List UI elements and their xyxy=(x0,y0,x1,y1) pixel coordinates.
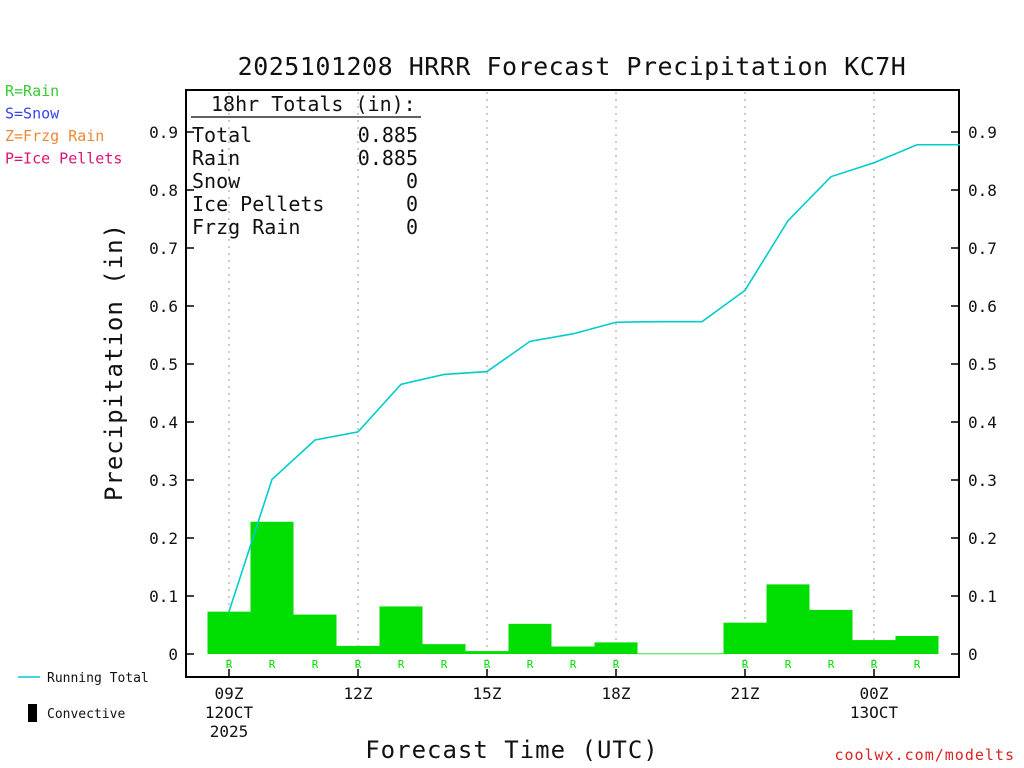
rain-bar-13 xyxy=(766,584,810,654)
y-tick-label-left-4: 0.4 xyxy=(149,413,178,432)
y-axis-ticks: 0 00.1 0.10.2 0.20.3 0.30.4 0.40.5 0.50.6 0.60.… xyxy=(149,123,997,664)
type-legend-1: S=Snow xyxy=(5,105,60,123)
rain-flag-14: R xyxy=(828,658,835,671)
rain-bar-11 xyxy=(680,653,724,655)
totals-value-4: 0 xyxy=(406,215,418,239)
rain-bar-5 xyxy=(422,644,466,654)
rain-flag-3: R xyxy=(355,658,362,671)
rain-flag-6: R xyxy=(484,658,491,671)
y-tick-label-right-3: 0.3 xyxy=(968,471,997,490)
x-tick-label-2-0: 15Z xyxy=(473,684,502,703)
totals-label-3: Ice Pellets xyxy=(192,192,324,216)
series-legend: Running Total Convective xyxy=(18,671,149,722)
rain-flag-12: R xyxy=(742,658,749,671)
rain-flag-7: R xyxy=(527,658,534,671)
rain-flag-0: R xyxy=(226,658,233,671)
rain-bar-14 xyxy=(809,609,853,654)
y-tick-label-left-1: 0.1 xyxy=(149,587,178,606)
rain-bar-12 xyxy=(723,622,767,654)
source-credit: coolwx.com/modelts xyxy=(834,746,1015,764)
x-axis-label: Forecast Time (UTC) xyxy=(365,736,659,764)
x-tick-label-0-2: 2025 xyxy=(210,722,249,741)
rain-flag-4: R xyxy=(398,658,405,671)
totals-table: 18hr Totals (in): Total 0.885 Rain 0.885 Sno… xyxy=(191,92,421,239)
x-tick-label-0-0: 09Z xyxy=(215,684,244,703)
y-tick-label-right-6: 0.6 xyxy=(968,297,997,316)
running-total-legend-label: Running Total xyxy=(47,671,149,686)
rain-bar-2 xyxy=(293,614,337,654)
rain-bar-3 xyxy=(336,645,380,654)
rain-bar-16 xyxy=(895,636,939,654)
x-tick-label-5-1: 13OCT xyxy=(850,703,899,722)
rain-bar-8 xyxy=(551,646,595,654)
y-tick-label-left-8: 0.8 xyxy=(149,181,178,200)
y-tick-label-left-2: 0.2 xyxy=(149,529,178,548)
y-tick-label-left-0: 0 xyxy=(168,645,178,664)
totals-label-1: Rain xyxy=(192,146,240,170)
running-total-layer xyxy=(228,143,960,612)
type-legend-0: R=Rain xyxy=(5,82,59,100)
x-tick-label-3-0: 18Z xyxy=(602,684,631,703)
convective-legend-label: Convective xyxy=(47,707,125,722)
rain-flag-16: R xyxy=(914,658,921,671)
y-tick-label-right-0: 0 xyxy=(968,645,978,664)
rain-flag-5: R xyxy=(441,658,448,671)
rain-bar-0 xyxy=(207,611,251,654)
rain-bar-7 xyxy=(508,623,552,654)
rain-bar-1 xyxy=(250,521,294,654)
y-tick-label-left-7: 0.7 xyxy=(149,239,178,258)
type-legend-2: Z=Frzg Rain xyxy=(5,127,104,145)
rain-flag-13: R xyxy=(785,658,792,671)
totals-label-2: Snow xyxy=(192,169,241,193)
plot-frame xyxy=(185,89,960,678)
x-tick-label-5-0: 00Z xyxy=(860,684,889,703)
y-tick-label-right-7: 0.7 xyxy=(968,239,997,258)
totals-value-3: 0 xyxy=(406,192,418,216)
precip-type-legend: R=Rain S=Snow Z=Frzg Rain P=Ice Pellets xyxy=(5,82,122,168)
rain-bars xyxy=(207,521,939,655)
totals-header: 18hr Totals (in): xyxy=(211,92,416,116)
rain-flag-2: R xyxy=(312,658,319,671)
rain-bar-6 xyxy=(465,651,509,654)
y-tick-label-right-8: 0.8 xyxy=(968,181,997,200)
y-tick-label-left-9: 0.9 xyxy=(149,123,178,142)
running-total-line xyxy=(228,143,960,612)
rain-bar-15 xyxy=(852,640,896,654)
rain-bar-9 xyxy=(594,642,638,654)
y-tick-label-right-9: 0.9 xyxy=(968,123,997,142)
totals-value-2: 0 xyxy=(406,169,418,193)
totals-value-1: 0.885 xyxy=(358,146,418,170)
chart-title: 2025101208 HRRR Forecast Precipitation K… xyxy=(238,52,907,81)
y-tick-label-left-6: 0.6 xyxy=(149,297,178,316)
y-tick-label-left-3: 0.3 xyxy=(149,471,178,490)
rain-flag-15: R xyxy=(871,658,878,671)
rain-flag-8: R xyxy=(570,658,577,671)
x-tick-label-0-1: 12OCT xyxy=(205,703,254,722)
type-legend-3: P=Ice Pellets xyxy=(5,150,122,168)
rain-bar-10 xyxy=(637,653,681,655)
totals-label-0: Total xyxy=(192,123,252,147)
y-tick-label-right-4: 0.4 xyxy=(968,413,997,432)
y-tick-label-right-5: 0.5 xyxy=(968,355,997,374)
rain-flag-1: R xyxy=(269,658,276,671)
rain-flag-9: R xyxy=(613,658,620,671)
x-tick-label-1-0: 12Z xyxy=(344,684,373,703)
totals-value-0: 0.885 xyxy=(358,123,418,147)
rain-bar-4 xyxy=(379,606,423,654)
convective-swatch xyxy=(28,704,37,722)
y-axis-label: Precipitation (in) xyxy=(100,223,128,501)
totals-label-4: Frzg Rain xyxy=(192,215,300,239)
y-tick-label-right-1: 0.1 xyxy=(968,587,997,606)
x-tick-label-4-0: 21Z xyxy=(731,684,760,703)
y-tick-label-left-5: 0.5 xyxy=(149,355,178,374)
y-tick-label-right-2: 0.2 xyxy=(968,529,997,548)
